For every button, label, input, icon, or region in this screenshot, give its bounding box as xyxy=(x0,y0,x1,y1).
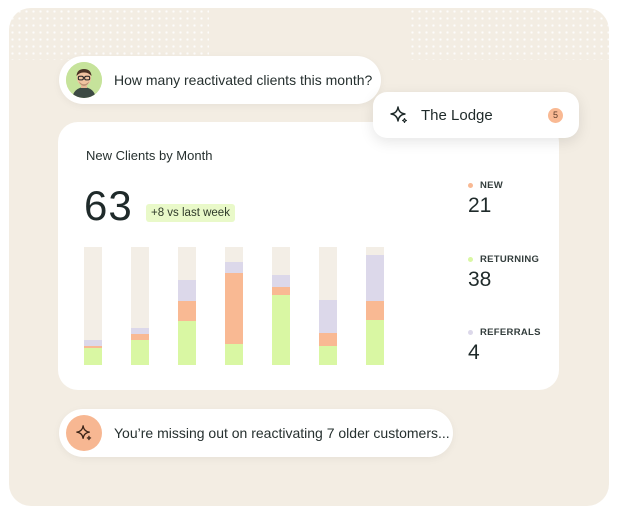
suggestion-bubble[interactable]: You’re missing out on reactivating 7 old… xyxy=(59,409,453,457)
stat-referrals-dot xyxy=(468,330,473,335)
bar-segment-new xyxy=(178,301,196,322)
bar-segment-new xyxy=(131,334,149,341)
workspace-name: The Lodge xyxy=(421,106,493,124)
bar-column-5 xyxy=(272,247,290,365)
workspace-chip[interactable]: The Lodge 5 xyxy=(373,92,579,138)
question-text: How many reactivated clients this month? xyxy=(114,72,373,88)
sparkle-icon xyxy=(76,425,92,441)
suggestion-icon-circle xyxy=(66,415,102,451)
bar-column-3 xyxy=(178,247,196,365)
new-clients-card: New Clients by Month 63 +8 vs last week … xyxy=(58,122,559,390)
bar-segment-returning xyxy=(272,295,290,365)
stat-new-dot xyxy=(468,183,473,188)
bar-segment-referrals xyxy=(225,262,243,273)
bar-column-2 xyxy=(131,247,149,365)
bar-column-6 xyxy=(319,247,337,365)
card-title: New Clients by Month xyxy=(86,148,213,163)
user-question-bubble: How many reactivated clients this month? xyxy=(59,56,381,104)
stacked-bar-chart xyxy=(84,247,394,365)
delta-badge: +8 vs last week xyxy=(146,204,235,222)
bar-segment-new xyxy=(84,346,102,349)
bar-segment-returning xyxy=(178,321,196,365)
stat-new-label: NEW xyxy=(480,180,504,191)
bar-column-4 xyxy=(225,247,243,365)
bar-segment-new xyxy=(225,272,243,344)
bar-segment-new xyxy=(319,333,337,347)
bar-segment-returning xyxy=(84,348,102,365)
bar-segment-returning xyxy=(319,346,337,365)
bar-column-1 xyxy=(84,247,102,365)
bar-segment-referrals xyxy=(178,280,196,302)
sparkle-icon xyxy=(390,106,408,124)
dot-pattern-right xyxy=(409,8,609,60)
stat-referrals-label: REFERRALS xyxy=(480,327,541,338)
bar-segment-new xyxy=(272,287,290,296)
person-icon xyxy=(66,62,102,98)
stat-returning-dot xyxy=(468,257,473,262)
bar-segment-returning xyxy=(131,340,149,365)
bar-segment-referrals xyxy=(131,328,149,335)
bar-segment-returning xyxy=(225,343,243,365)
bar-segment-new xyxy=(366,301,384,321)
stat-referrals-value: 4 xyxy=(468,341,480,364)
notification-badge: 5 xyxy=(548,108,563,123)
suggestion-text: You’re missing out on reactivating 7 old… xyxy=(114,425,450,441)
stat-new: NEW 21 xyxy=(468,180,503,218)
bar-segment-returning xyxy=(366,320,384,365)
stat-returning: RETURNING 38 xyxy=(468,254,539,292)
user-avatar xyxy=(66,62,102,98)
stat-referrals: REFERRALS 4 xyxy=(468,327,541,365)
total-clients-value: 63 xyxy=(84,182,133,229)
dot-pattern-left xyxy=(9,8,209,60)
stat-returning-value: 38 xyxy=(468,268,492,291)
stat-returning-label: RETURNING xyxy=(480,254,540,265)
bar-segment-referrals xyxy=(84,340,102,347)
bar-segment-referrals xyxy=(366,255,384,302)
stat-new-value: 21 xyxy=(468,194,492,217)
bar-segment-referrals xyxy=(319,300,337,334)
bar-column-7 xyxy=(366,247,384,365)
bar-segment-referrals xyxy=(272,275,290,288)
